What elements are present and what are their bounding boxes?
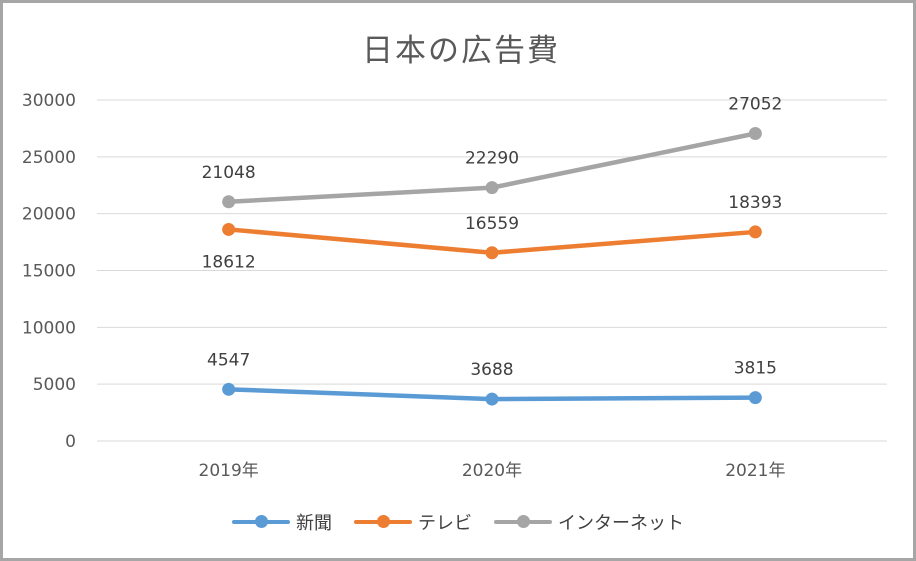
legend-item-series-0: 新聞 xyxy=(232,509,332,535)
data-point-2-1 xyxy=(485,181,499,195)
data-point-1-2 xyxy=(748,225,762,239)
data-label-0-0: 4547 xyxy=(207,350,250,370)
data-label-2-0: 21048 xyxy=(202,163,256,183)
data-point-0-1 xyxy=(485,392,499,406)
legend-marker-series-1 xyxy=(354,509,412,535)
chart-title: 日本の広告費 xyxy=(362,33,560,69)
data-label-1-0: 18612 xyxy=(202,252,256,272)
data-label-0-2: 3815 xyxy=(734,359,777,379)
data-point-0-0 xyxy=(222,382,236,396)
data-label-1-1: 16559 xyxy=(465,214,519,234)
x-tick-label-1: 2020年 xyxy=(462,461,522,481)
x-tick-label-2: 2021年 xyxy=(725,461,785,481)
legend-marker-series-0 xyxy=(232,509,290,535)
legend-label-series-0: 新聞 xyxy=(296,513,332,534)
y-tick-label-0: 0 xyxy=(65,432,76,452)
data-point-1-0 xyxy=(222,222,236,236)
legend-label-series-1: テレビ xyxy=(418,513,472,534)
y-tick-label-3: 15000 xyxy=(22,262,76,282)
x-tick-label-0: 2019年 xyxy=(199,461,259,481)
data-label-0-1: 3688 xyxy=(470,360,513,380)
data-point-2-0 xyxy=(222,195,236,209)
y-tick-label-5: 25000 xyxy=(22,148,76,168)
legend-item-series-1: テレビ xyxy=(354,509,472,535)
y-tick-label-2: 10000 xyxy=(22,318,76,338)
y-tick-label-4: 20000 xyxy=(22,205,76,225)
legend-label-series-2: インターネット xyxy=(558,513,684,534)
data-label-2-1: 22290 xyxy=(465,149,519,169)
data-point-2-2 xyxy=(748,127,762,141)
y-tick-label-6: 30000 xyxy=(22,91,76,111)
data-point-1-1 xyxy=(485,246,499,260)
data-label-2-2: 27052 xyxy=(728,95,782,115)
y-tick-label-1: 5000 xyxy=(33,375,76,395)
legend-marker-series-2 xyxy=(494,509,552,535)
data-point-0-2 xyxy=(748,391,762,405)
data-label-1-2: 18393 xyxy=(728,193,782,213)
legend: 新聞 テレビ インターネット xyxy=(0,509,916,535)
legend-item-series-2: インターネット xyxy=(494,509,684,535)
